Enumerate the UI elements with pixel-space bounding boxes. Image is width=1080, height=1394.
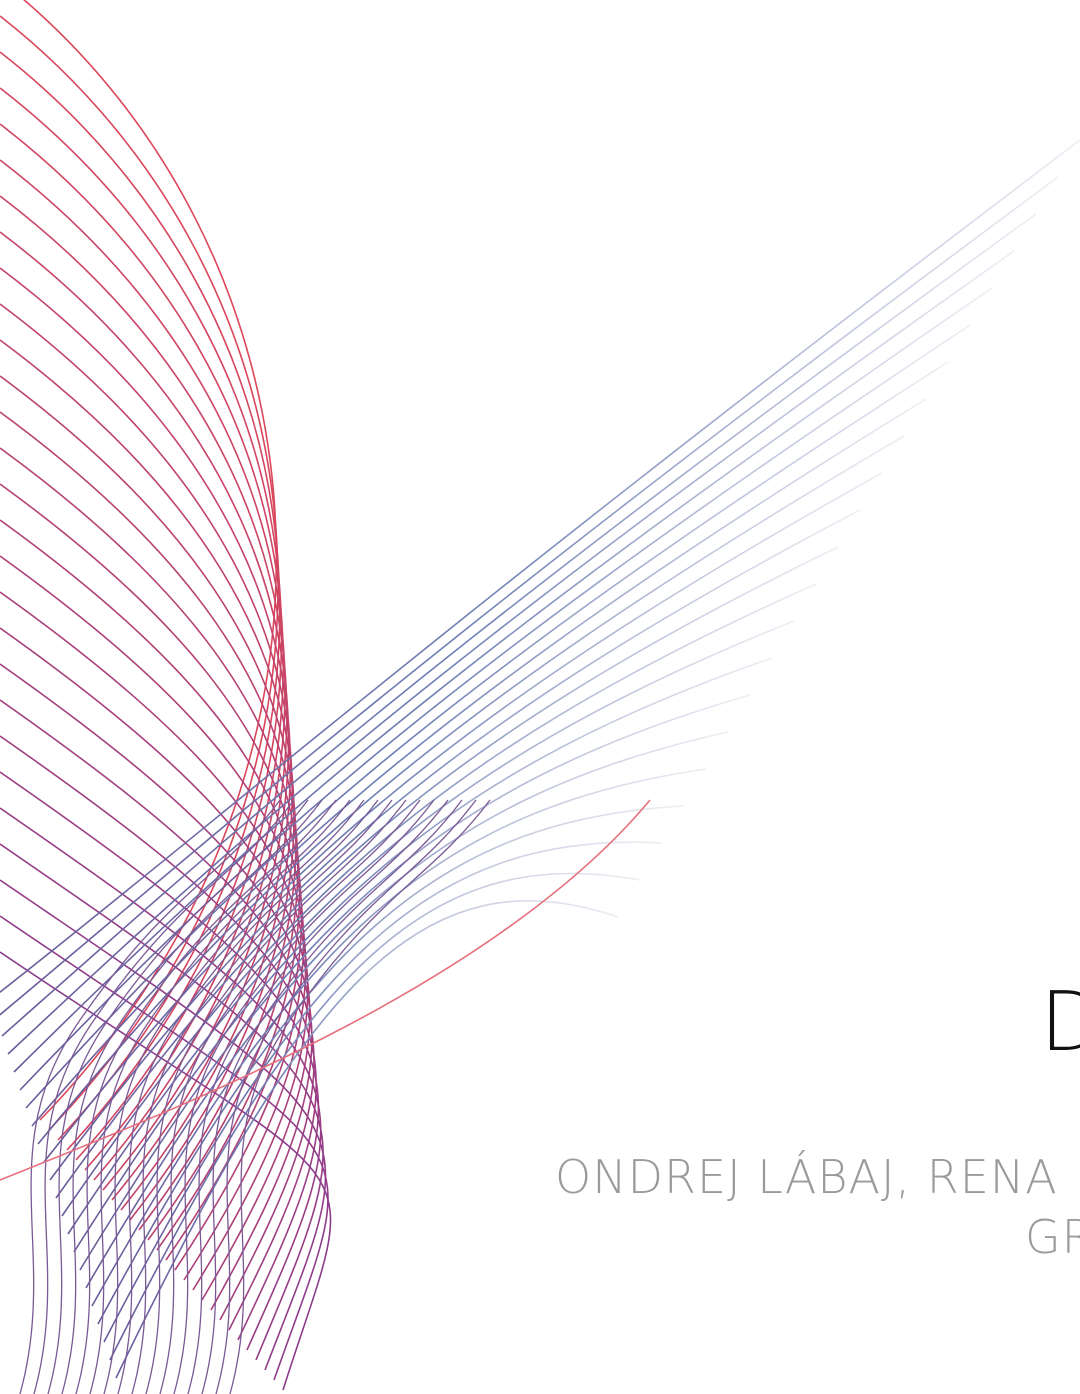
decor-curve bbox=[68, 621, 794, 1234]
authors: GR bbox=[1025, 1210, 1080, 1264]
decor-curve bbox=[2, 214, 1036, 1036]
decor-curve bbox=[50, 510, 860, 1180]
decor-curve bbox=[0, 177, 1058, 1018]
decor-curve bbox=[0, 196, 287, 1180]
decor-curve bbox=[110, 873, 640, 1360]
decor-curve bbox=[92, 769, 706, 1306]
authors: ONDREJ LÁBAJ, RENA bbox=[555, 1150, 1058, 1204]
page: D ONDREJ LÁBAJ, RENA GR (() => { const d… bbox=[0, 0, 1080, 1394]
decor-curve bbox=[38, 436, 904, 1144]
slide: D ONDREJ LÁBAJ, RENA GR bbox=[0, 0, 1080, 1394]
decor-curve bbox=[86, 732, 728, 1288]
decor-curve bbox=[0, 268, 290, 1200]
decor-curve bbox=[0, 16, 278, 1130]
title: D bbox=[1040, 975, 1080, 1070]
decor-curve bbox=[0, 124, 283, 1160]
decor-curve bbox=[0, 88, 281, 1150]
decor-curve bbox=[132, 800, 392, 1394]
